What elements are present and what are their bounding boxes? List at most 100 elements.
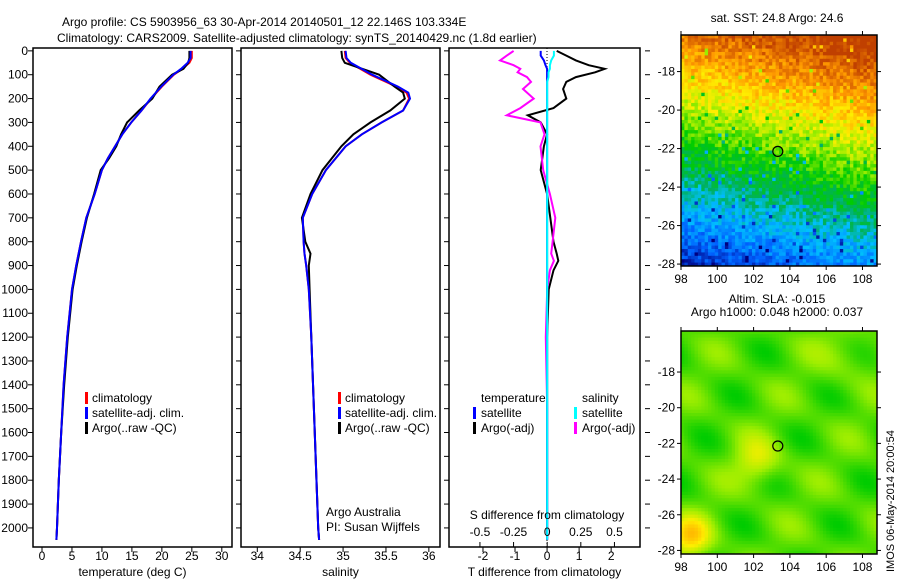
map-cell — [829, 337, 834, 342]
map-cell — [833, 164, 837, 168]
map-cell — [738, 252, 743, 257]
map-cell — [833, 58, 837, 63]
map-cell — [860, 41, 864, 46]
map-cell — [711, 262, 716, 267]
map-cell — [812, 150, 817, 155]
map-cell — [745, 167, 749, 172]
map-cell — [708, 376, 712, 381]
map-cell — [809, 331, 814, 335]
map-cell — [718, 48, 722, 53]
map-cell — [836, 370, 841, 375]
map-cell — [843, 68, 847, 73]
map-cell — [826, 51, 831, 56]
map-cell — [839, 102, 844, 107]
map-cell — [704, 143, 709, 148]
map-cell — [751, 89, 756, 94]
map-cell — [779, 191, 783, 196]
map-cell — [762, 147, 766, 151]
map-cell — [701, 370, 706, 375]
map-cell — [731, 75, 736, 80]
map-cell — [681, 208, 685, 213]
map-cell — [833, 75, 837, 80]
map-cell — [724, 136, 729, 141]
map-cell — [768, 119, 773, 124]
map-cell — [856, 201, 861, 206]
figure-title-line1: Argo profile: CS 5903956_63 30-Apr-2014 … — [62, 15, 466, 29]
map-cell — [684, 215, 689, 219]
map-cell — [694, 347, 699, 352]
map-cell — [735, 211, 739, 216]
map-cell — [755, 147, 760, 151]
map-cell — [762, 89, 766, 94]
map-cell — [795, 340, 800, 345]
map-cell — [795, 133, 800, 138]
map-cell — [833, 150, 837, 155]
map-cell — [822, 350, 827, 355]
map-cell — [789, 130, 793, 134]
map-cell — [718, 133, 722, 138]
map-cell — [691, 225, 695, 230]
map-cell — [799, 55, 804, 60]
map-cell — [735, 232, 739, 236]
map-cell — [738, 153, 743, 158]
map-cell — [802, 367, 807, 371]
map-cell — [762, 130, 766, 134]
map-cell — [694, 181, 699, 185]
map-cell — [822, 126, 827, 131]
map-cell — [724, 72, 729, 77]
map-cell — [826, 242, 831, 247]
map-cell — [833, 232, 837, 236]
map-cell — [748, 353, 753, 358]
map-cell — [822, 96, 827, 100]
map-cell — [718, 331, 722, 335]
map-cell — [687, 187, 692, 192]
map-cell — [691, 370, 695, 375]
map-cell — [718, 221, 722, 226]
map-cell — [799, 72, 804, 77]
map-cell — [792, 194, 797, 199]
map-cell — [826, 164, 831, 168]
map-cell — [812, 215, 817, 219]
map-cell — [819, 380, 824, 384]
map-cell — [724, 357, 729, 361]
map-cell — [873, 150, 878, 155]
map-cell — [694, 184, 699, 189]
map-cell — [816, 181, 820, 185]
map-cell — [843, 370, 847, 375]
map-cell — [833, 245, 837, 250]
map-cell — [728, 344, 733, 348]
map-cell — [745, 376, 749, 381]
map-cell — [755, 167, 760, 172]
map-cell — [741, 96, 746, 100]
map-cell — [758, 259, 763, 264]
map-cell — [735, 82, 739, 87]
map-cell — [829, 344, 834, 348]
map-cell — [789, 218, 793, 223]
map-cell — [745, 51, 749, 56]
map-cell — [772, 380, 777, 384]
map-cell — [762, 347, 766, 352]
map-cell — [816, 41, 820, 46]
map-cell — [701, 367, 706, 371]
map-cell — [846, 140, 851, 145]
map-cell — [758, 383, 763, 388]
map-cell — [846, 211, 851, 216]
map-cell — [802, 331, 807, 335]
map-cell — [718, 357, 722, 361]
map-cell — [863, 143, 868, 148]
map-cell — [843, 123, 847, 128]
map-cell — [795, 353, 800, 358]
map-cell — [772, 89, 777, 94]
map-cell — [748, 221, 753, 226]
map-cell — [789, 68, 793, 73]
map-cell — [748, 181, 753, 185]
map-cell — [785, 130, 790, 134]
map-cell — [701, 35, 706, 39]
map-cell — [870, 383, 875, 388]
map-cell — [816, 174, 820, 179]
map-cell — [856, 160, 861, 165]
map-cell — [684, 150, 689, 155]
map-cell — [714, 119, 719, 124]
map-cell — [711, 376, 716, 381]
map-cell — [846, 331, 851, 335]
